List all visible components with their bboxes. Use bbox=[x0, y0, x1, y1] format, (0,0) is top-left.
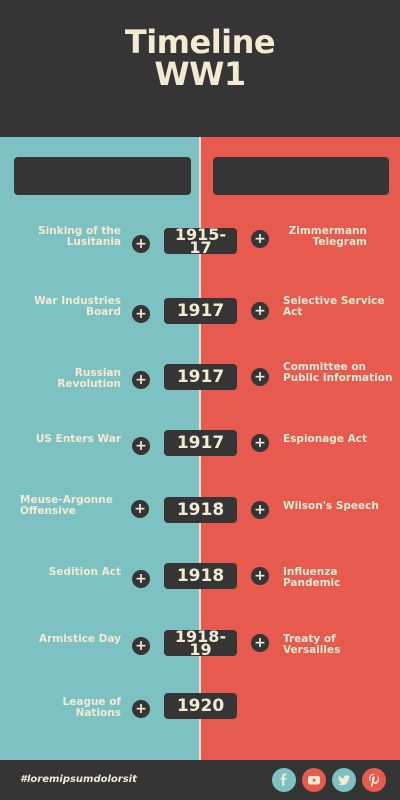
year-badge-6: 1918 bbox=[164, 563, 237, 589]
event-text-line: Sedition Act bbox=[48, 565, 121, 578]
event-right-3: Committee on Public Information bbox=[283, 362, 393, 384]
expand-right-button-3[interactable]: + bbox=[251, 368, 269, 386]
year-text-line: 1918 bbox=[176, 500, 225, 520]
event-text-line: War Industries bbox=[34, 295, 121, 307]
pinterest-icon[interactable] bbox=[362, 768, 386, 792]
expand-right-button-4[interactable]: + bbox=[251, 434, 269, 452]
expand-right-button-1[interactable]: + bbox=[251, 230, 269, 248]
event-left-5: Meuse-Argonne Offensive bbox=[20, 495, 127, 517]
left-header-box bbox=[14, 157, 191, 195]
year-text-line: 17 bbox=[189, 238, 212, 257]
event-text-line: Lusitania bbox=[66, 236, 121, 248]
event-right-2: Selective Service Act bbox=[283, 296, 393, 318]
year-text-line: 1918 bbox=[176, 566, 225, 586]
year-badge-1: 1915- 17 bbox=[164, 225, 237, 257]
event-text-line: Wilson's Speech bbox=[283, 499, 379, 512]
year-text-line: 1920 bbox=[176, 696, 225, 716]
event-text-line: Offensive bbox=[20, 505, 76, 517]
title-line-1: Timeline bbox=[124, 23, 276, 61]
event-right-1: Zimmermann Telegram bbox=[277, 226, 367, 248]
event-left-2: War Industries Board bbox=[14, 296, 121, 318]
year-badge-5: 1918 bbox=[164, 497, 237, 523]
event-left-3: Russian Revolution bbox=[14, 366, 121, 390]
right-header-box bbox=[213, 157, 389, 195]
event-left-6: Sedition Act bbox=[14, 565, 121, 578]
expand-right-button-2[interactable]: + bbox=[251, 302, 269, 320]
event-text-line: Zimmermann bbox=[288, 225, 367, 237]
expand-left-button-1[interactable]: + bbox=[132, 235, 150, 253]
year-text-line: 19 bbox=[189, 640, 212, 659]
year-badge-3: 1917 bbox=[164, 364, 237, 390]
event-text-line: Committee on bbox=[283, 361, 367, 373]
year-badge-7: 1918- 19 bbox=[164, 627, 237, 659]
year-text-line: 1917 bbox=[176, 433, 225, 453]
event-right-7: Treaty of Versailles bbox=[283, 632, 393, 656]
event-text-line: Russian Revolution bbox=[57, 366, 121, 390]
event-text-line: Board bbox=[86, 306, 121, 318]
event-right-4: Espionage Act bbox=[283, 432, 393, 445]
youtube-icon[interactable] bbox=[302, 768, 326, 792]
expand-right-button-7[interactable]: + bbox=[251, 634, 269, 652]
event-left-4: US Enters War bbox=[14, 432, 121, 445]
year-text-line: 1915- bbox=[174, 225, 227, 244]
event-text-line: Act bbox=[283, 306, 303, 318]
expand-right-button-5[interactable]: + bbox=[251, 501, 269, 519]
header: Timeline WW1 bbox=[0, 0, 400, 137]
twitter-icon[interactable] bbox=[332, 768, 356, 792]
expand-left-button-6[interactable]: + bbox=[132, 570, 150, 588]
event-right-6: Influenza Pandemic bbox=[283, 565, 393, 589]
year-badge-4: 1917 bbox=[164, 430, 237, 456]
event-text-line: Armistice Day bbox=[38, 632, 121, 645]
expand-right-button-6[interactable]: + bbox=[251, 567, 269, 585]
expand-left-button-8[interactable]: + bbox=[132, 700, 150, 718]
year-badge-2: 1917 bbox=[164, 298, 237, 324]
hashtag: #loremipsumdolorsit bbox=[20, 774, 137, 785]
event-text-line: Selective Service bbox=[283, 295, 385, 307]
expand-left-button-4[interactable]: + bbox=[132, 437, 150, 455]
title-line-2: WW1 bbox=[154, 55, 246, 93]
event-left-8: League of Nations bbox=[14, 695, 121, 719]
event-text-line: League of Nations bbox=[62, 695, 121, 719]
expand-left-button-7[interactable]: + bbox=[132, 637, 150, 655]
event-text-line: US Enters War bbox=[35, 432, 121, 445]
event-text-line: Treaty of Versailles bbox=[283, 632, 341, 656]
event-left-7: Armistice Day bbox=[14, 632, 121, 645]
expand-left-button-3[interactable]: + bbox=[132, 371, 150, 389]
expand-left-button-2[interactable]: + bbox=[132, 305, 150, 323]
expand-left-button-5[interactable]: + bbox=[131, 500, 149, 518]
event-text-line: Meuse-Argonne bbox=[20, 494, 113, 506]
event-text-line: Telegram bbox=[312, 236, 367, 248]
year-text-line: 1918- bbox=[174, 627, 227, 646]
event-text-line: Influenza Pandemic bbox=[283, 565, 341, 589]
event-text-line: Sinking of the bbox=[38, 225, 121, 237]
event-text-line: Public Information bbox=[283, 372, 393, 384]
event-right-5: Wilson's Speech bbox=[283, 499, 393, 512]
year-text-line: 1917 bbox=[176, 367, 225, 387]
page-title: Timeline WW1 bbox=[0, 26, 400, 90]
year-badge-8: 1920 bbox=[164, 693, 237, 719]
facebook-icon[interactable] bbox=[272, 768, 296, 792]
event-text-line: Espionage Act bbox=[283, 432, 367, 445]
year-text-line: 1917 bbox=[176, 301, 225, 321]
event-left-1: Sinking of the Lusitania bbox=[14, 226, 121, 248]
